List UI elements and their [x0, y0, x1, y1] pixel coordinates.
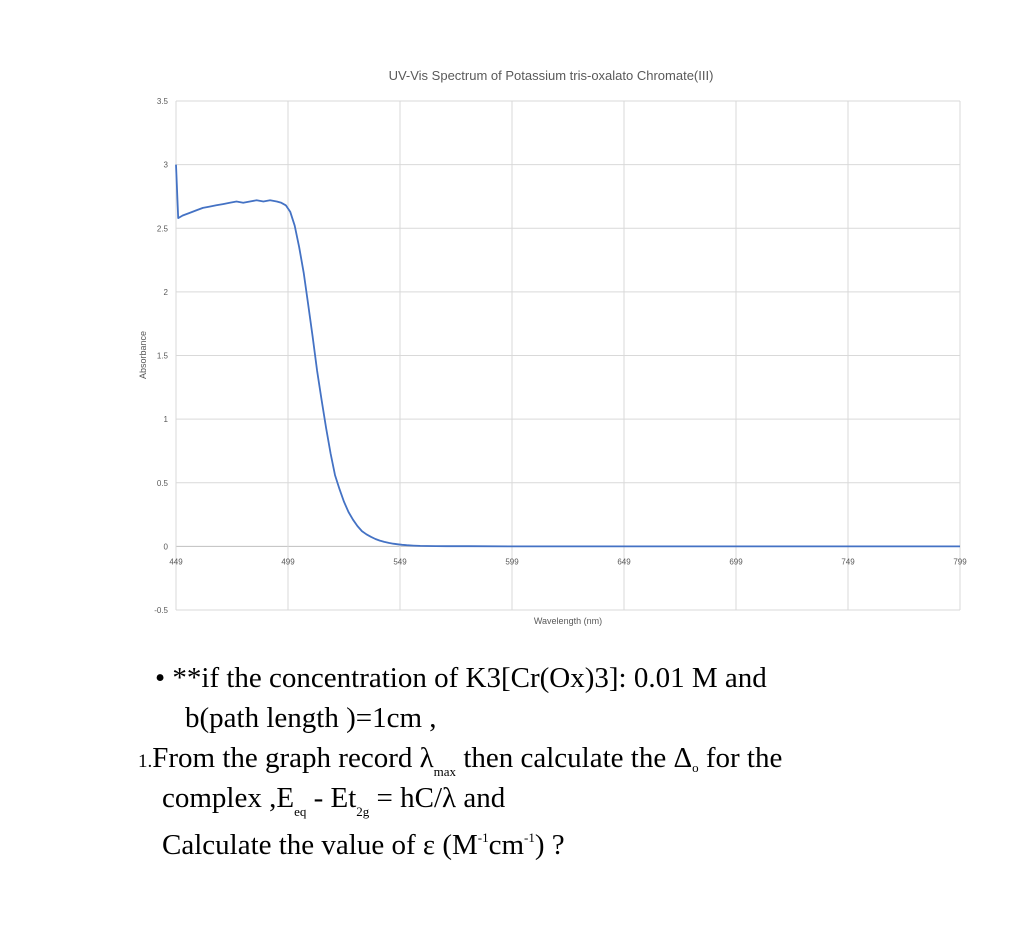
question-line-1: • **if the concentration of K3[Cr(Ox)3]:…: [155, 658, 767, 698]
question-line-5: Calculate the value of ε (M-1cm-1) ?: [162, 818, 565, 865]
x-tick-label: 449: [169, 557, 183, 566]
q5-part-a: Calculate the value of ε (M: [162, 829, 478, 861]
gridlines: [175, 100, 961, 611]
q3-part-a: From the graph record λ: [152, 742, 434, 774]
y-tick-label: 2: [164, 288, 169, 297]
y-tick-label: -0.5: [154, 606, 168, 615]
q5-part-b: cm: [488, 829, 525, 861]
q3-part-b: then calculate the Δ: [456, 742, 693, 774]
x-tick-label: 749: [841, 557, 855, 566]
path-length-text: b(path length )=1cm ,: [185, 702, 437, 734]
lambda-max-subscript: max: [433, 764, 457, 779]
q4-part-b: - Et: [306, 782, 357, 814]
y-tick-label: 1.5: [157, 352, 169, 361]
x-tick-label: 499: [281, 557, 295, 566]
y-tick-label: 0.5: [157, 479, 169, 488]
x-tick-label: 799: [953, 557, 967, 566]
eq-subscript: eq: [294, 804, 307, 819]
uv-vis-chart: UV-Vis Spectrum of Potassium tris-oxalat…: [138, 68, 967, 626]
m-superscript: -1: [477, 830, 489, 845]
q3-part-c: for the: [698, 742, 783, 774]
question-line-4: complex ,Eeq - Et2g = hC/λ and: [162, 778, 505, 832]
y-axis-ticks: 3.5 3 2.5 2 1.5 1 0.5 0 -0.5: [154, 97, 168, 615]
q5-part-c: ) ?: [534, 829, 565, 861]
y-tick-label: 0: [164, 542, 169, 551]
t2g-subscript: 2g: [356, 804, 370, 819]
x-tick-label: 599: [505, 557, 519, 566]
y-tick-label: 2.5: [157, 224, 169, 233]
concentration-text: **if the concentration of K3[Cr(Ox)3]: 0…: [172, 662, 767, 694]
q4-part-c: = hC/λ and: [369, 782, 506, 814]
y-axis-label: Absorbance: [138, 331, 148, 379]
q4-part-a: complex ,E: [162, 782, 295, 814]
y-tick-label: 3.5: [157, 97, 169, 106]
question-line-2: b(path length )=1cm ,: [185, 698, 437, 738]
delta-o-subscript: o: [692, 760, 699, 775]
x-axis-ticks: 449 499 549 599 649 699 749 799: [169, 557, 967, 566]
y-tick-label: 1: [164, 415, 169, 424]
item-number: 1.: [138, 751, 153, 772]
chart-title: UV-Vis Spectrum of Potassium tris-oxalat…: [389, 68, 714, 83]
bullet: •: [155, 662, 166, 694]
question-line-3: 1.From the graph record λmax then calcul…: [138, 738, 782, 792]
x-axis-label: Wavelength (nm): [534, 616, 602, 626]
y-tick-label: 3: [164, 161, 169, 170]
x-tick-label: 699: [729, 557, 743, 566]
x-tick-label: 649: [617, 557, 631, 566]
absorbance-series-line: [175, 164, 960, 548]
cm-superscript: -1: [524, 830, 535, 845]
x-tick-label: 549: [393, 557, 407, 566]
